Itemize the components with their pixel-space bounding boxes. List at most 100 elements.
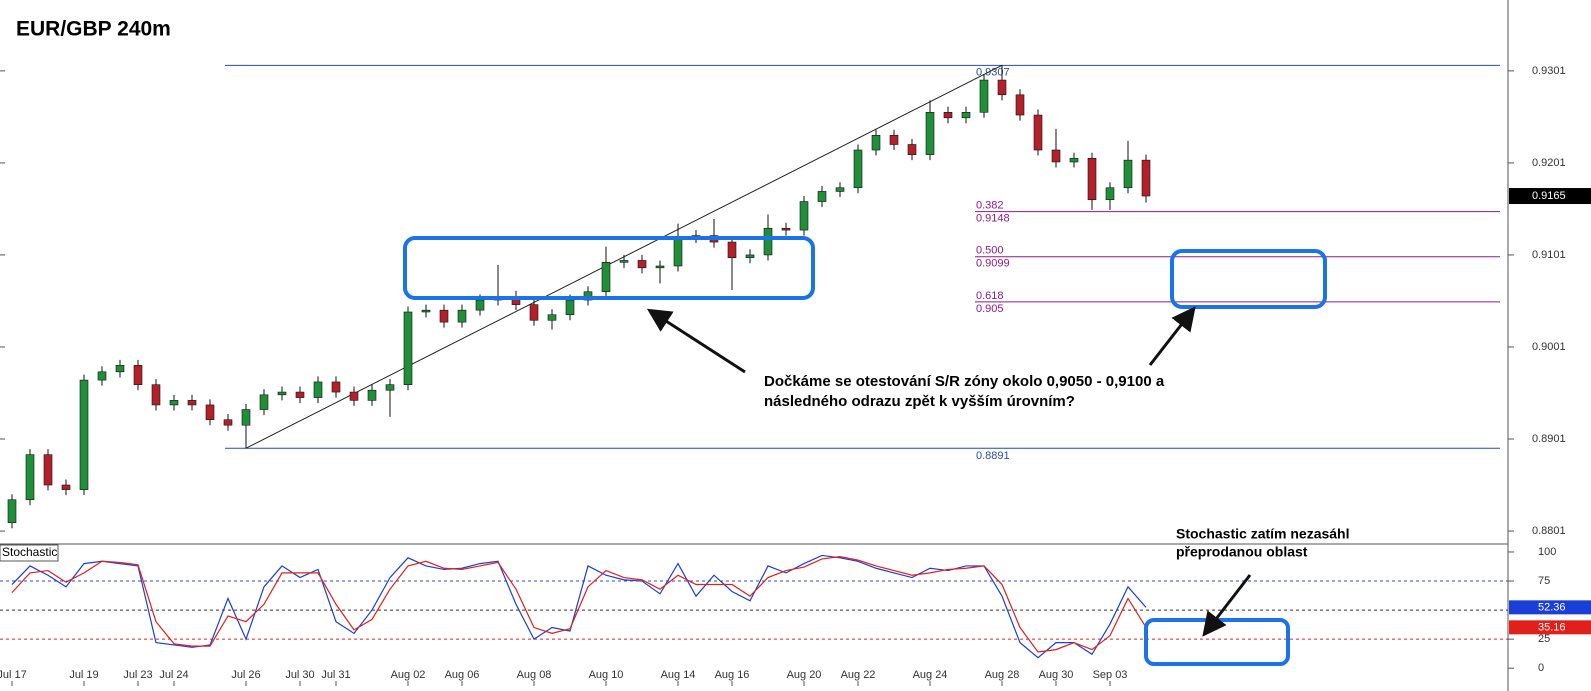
candle-body	[61, 484, 71, 490]
level-label: 0.8891	[976, 450, 1010, 462]
x-tick-label: Jul 17	[0, 669, 27, 681]
x-tick-label: Jul 30	[285, 669, 314, 681]
value-badge	[1509, 620, 1591, 635]
x-tick-label: Aug 10	[589, 669, 624, 681]
candle-body	[115, 365, 125, 373]
x-tick-label: Aug 08	[517, 669, 552, 681]
candle-body	[943, 111, 953, 119]
fib-price: 0.905	[976, 303, 1004, 315]
arrow	[1202, 574, 1252, 637]
candle-body	[781, 227, 791, 231]
x-tick-label: Jul 26	[231, 669, 260, 681]
candle-body	[421, 309, 431, 313]
annotation: následného odrazu zpět k vyšším úrovním?	[764, 393, 1075, 410]
candle-body	[169, 400, 179, 406]
x-tick-label: Aug 06	[445, 669, 480, 681]
x-tick-label: Sep 03	[1093, 669, 1128, 681]
candle-body	[835, 187, 845, 192]
candle-body	[529, 304, 539, 321]
candle-body	[1105, 187, 1115, 201]
candle-body	[619, 260, 629, 263]
x-tick-label: Aug 16	[715, 669, 750, 681]
candle-body	[205, 404, 215, 420]
candle-body	[439, 309, 449, 323]
candle-body	[745, 254, 755, 258]
candle-body	[583, 291, 593, 301]
candle-body	[1015, 94, 1025, 116]
fib-ratio: 0.618	[976, 290, 1004, 302]
candle-body	[187, 400, 197, 406]
candle-body	[367, 389, 377, 401]
candle-body	[403, 311, 413, 386]
y-tick-label: 0.8801	[1532, 525, 1566, 537]
candle-body	[277, 391, 287, 396]
candle-body	[817, 191, 827, 202]
y-tick-label: 0.8901	[1532, 433, 1566, 445]
current-value: 35.16	[1538, 621, 1566, 633]
y-tick-label: 0	[1538, 662, 1544, 674]
candle-body	[1069, 157, 1079, 163]
fib-ratio: 0.382	[976, 200, 1004, 212]
x-tick-label: Jul 24	[159, 669, 188, 681]
candle-body	[475, 299, 485, 311]
annotation: Stochastic zatím nezasáhl	[1176, 526, 1350, 542]
candle-body	[997, 79, 1007, 96]
x-tick-label: Aug 30	[1039, 669, 1074, 681]
x-tick-label: Aug 24	[913, 669, 948, 681]
x-tick-label: Aug 20	[787, 669, 822, 681]
candle-body	[259, 394, 269, 410]
candle-body	[1087, 157, 1097, 201]
candle-body	[565, 299, 575, 316]
candle-body	[331, 381, 341, 393]
y-tick-label: 0.9101	[1532, 249, 1566, 261]
candle-body	[655, 265, 665, 269]
price-badge	[1509, 188, 1591, 205]
y-tick-label: 0.9001	[1532, 341, 1566, 353]
candle-body	[7, 499, 17, 524]
target-box	[1170, 249, 1327, 309]
candle-body	[799, 201, 809, 231]
candle-body	[1033, 114, 1043, 151]
candle-body	[79, 379, 89, 490]
candle-body	[979, 79, 989, 113]
candle-body	[349, 391, 359, 401]
candle-body	[547, 314, 557, 321]
x-tick-label: Jul 19	[69, 669, 98, 681]
fib-price: 0.9099	[976, 258, 1010, 270]
candle-body	[871, 134, 881, 151]
candle-body	[25, 454, 35, 501]
annotation: přeprodanou oblast	[1176, 544, 1308, 560]
candle-body	[1141, 159, 1151, 197]
fib-price: 0.9148	[976, 213, 1010, 225]
candle-body	[151, 384, 161, 406]
x-tick-label: Aug 14	[661, 669, 696, 681]
arrow	[1148, 306, 1196, 366]
current-price: 0.9165	[1532, 190, 1566, 202]
candle-body	[223, 419, 233, 426]
y-tick-label: 0.9201	[1532, 157, 1566, 169]
candle-body	[97, 371, 107, 381]
annotation: Dočkáme se otestování S/R zóny okolo 0,9…	[764, 373, 1165, 390]
x-tick-label: Aug 02	[391, 669, 426, 681]
x-tick-label: Aug 28	[985, 669, 1020, 681]
candle-body	[43, 454, 53, 486]
candle-body	[907, 144, 917, 155]
x-tick-label: Jul 31	[321, 669, 350, 681]
candle-body	[601, 261, 611, 293]
y-tick-label: 25	[1538, 633, 1550, 645]
x-tick-label: Jul 23	[123, 669, 152, 681]
panel-label: Stochastic	[2, 545, 57, 559]
panel-label-box	[0, 544, 59, 562]
candle-body	[853, 149, 863, 189]
candle-body	[385, 384, 395, 391]
chart-title: EUR/GBP 240m	[16, 18, 171, 41]
y-tick-label: 100	[1538, 546, 1556, 558]
candle-body	[1051, 149, 1061, 163]
candle-body	[457, 309, 467, 323]
candle-body	[727, 241, 737, 258]
y-tick-label: 75	[1538, 575, 1550, 587]
candle-body	[1123, 159, 1133, 189]
candle-body	[295, 391, 305, 398]
candle-body	[637, 260, 647, 269]
candle-body	[763, 227, 773, 256]
